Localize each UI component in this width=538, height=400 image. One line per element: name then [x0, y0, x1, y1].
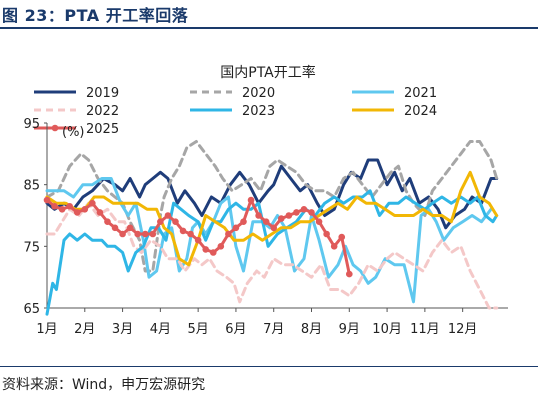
figure-title: 图 23：PTA 开工率回落 — [2, 6, 189, 25]
series-point-2025 — [111, 224, 119, 232]
series-point-2025 — [194, 236, 202, 244]
x-tick-label: 10月 — [372, 322, 402, 337]
series-point-2025 — [247, 196, 255, 204]
series-line-2024 — [45, 170, 499, 267]
series-point-2025 — [330, 243, 338, 250]
legend-label-2024: 2024 — [404, 104, 437, 119]
y-tick-label: 95 — [23, 117, 40, 132]
source-rule — [0, 366, 538, 367]
series-point-2025 — [119, 230, 126, 238]
series-point-2025 — [255, 212, 262, 219]
series-point-2025 — [262, 218, 270, 225]
x-tick-label: 11月 — [410, 322, 440, 337]
series-line-2022 — [45, 201, 499, 310]
legend-label-2023: 2023 — [242, 104, 275, 119]
series-point-2025 — [164, 212, 172, 219]
series-point-2025 — [285, 212, 293, 219]
series-point-2025 — [323, 230, 330, 238]
series-point-2025 — [225, 230, 232, 238]
series-point-2025 — [104, 218, 111, 225]
chart-axes: 65 75 85 95 1月 2月 3月 4月 5月 6月 7月 8月 9月 10月 11月 12月 — [23, 117, 508, 337]
series-point-2025 — [202, 246, 210, 253]
x-tick-label: 12月 — [448, 322, 478, 337]
series-point-2025 — [179, 227, 187, 235]
y-tick-label: 85 — [23, 179, 40, 194]
legend-marker-2025 — [51, 124, 59, 132]
series-point-2025 — [277, 215, 285, 222]
series-point-2025 — [81, 206, 89, 213]
series-point-2025 — [308, 209, 315, 216]
title-rule — [0, 27, 538, 29]
y-tick-label: 75 — [23, 240, 40, 255]
series-point-2025 — [293, 209, 300, 216]
series-point-2025 — [172, 218, 179, 225]
chart-series — [43, 140, 499, 316]
chart-legend: 2019 2020 2021 2022 2023 2024 2025 — [34, 86, 437, 137]
series-point-2025 — [157, 218, 164, 225]
series-point-2025 — [270, 224, 278, 232]
series-point-2025 — [300, 206, 308, 213]
series-point-2025 — [345, 270, 353, 278]
series-point-2025 — [209, 249, 217, 256]
x-tick-label: 2月 — [74, 322, 95, 337]
pta-chart: 国内PTA开工率 2019 2020 2021 2022 2023 2024 2025 65… — [23, 64, 508, 337]
series-point-2025 — [187, 230, 194, 238]
series-point-2025 — [149, 230, 157, 238]
series-point-2025 — [73, 209, 81, 216]
y-tick-label: 65 — [23, 302, 40, 317]
series-point-2025 — [51, 202, 58, 210]
y-axis-unit: (%) — [62, 125, 85, 140]
x-tick-label: 4月 — [150, 322, 171, 337]
series-point-2025 — [96, 209, 104, 216]
series-line-2019 — [45, 158, 499, 230]
series-point-2025 — [338, 233, 346, 241]
series-point-2025 — [66, 202, 73, 210]
x-tick-label: 9月 — [339, 322, 360, 337]
x-tick-label: 5月 — [188, 322, 209, 337]
legend-label-2019: 2019 — [86, 86, 119, 101]
series-point-2025 — [58, 206, 66, 213]
x-tick-label: 7月 — [263, 322, 284, 337]
legend-label-2025: 2025 — [86, 122, 119, 137]
series-point-2025 — [134, 230, 141, 238]
legend-label-2020: 2020 — [242, 86, 275, 101]
source-note: 资料来源：Wind，申万宏源研究 — [2, 377, 206, 393]
x-tick-label: 3月 — [112, 322, 133, 337]
series-point-2025 — [217, 243, 225, 250]
series-point-2025 — [240, 218, 247, 225]
series-point-2025 — [232, 224, 240, 232]
legend-label-2022: 2022 — [86, 104, 119, 119]
series-point-2025 — [89, 199, 96, 207]
series-point-2025 — [141, 230, 149, 238]
series-point-2025 — [43, 196, 51, 204]
series-line-2023 — [45, 189, 499, 316]
series-point-2025 — [315, 218, 323, 225]
series-point-2025 — [126, 224, 134, 232]
x-tick-label: 8月 — [301, 322, 322, 337]
legend-label-2021: 2021 — [404, 86, 437, 101]
chart-title: 国内PTA开工率 — [220, 64, 315, 81]
x-tick-label: 6月 — [225, 322, 246, 337]
x-tick-label: 1月 — [36, 322, 57, 337]
